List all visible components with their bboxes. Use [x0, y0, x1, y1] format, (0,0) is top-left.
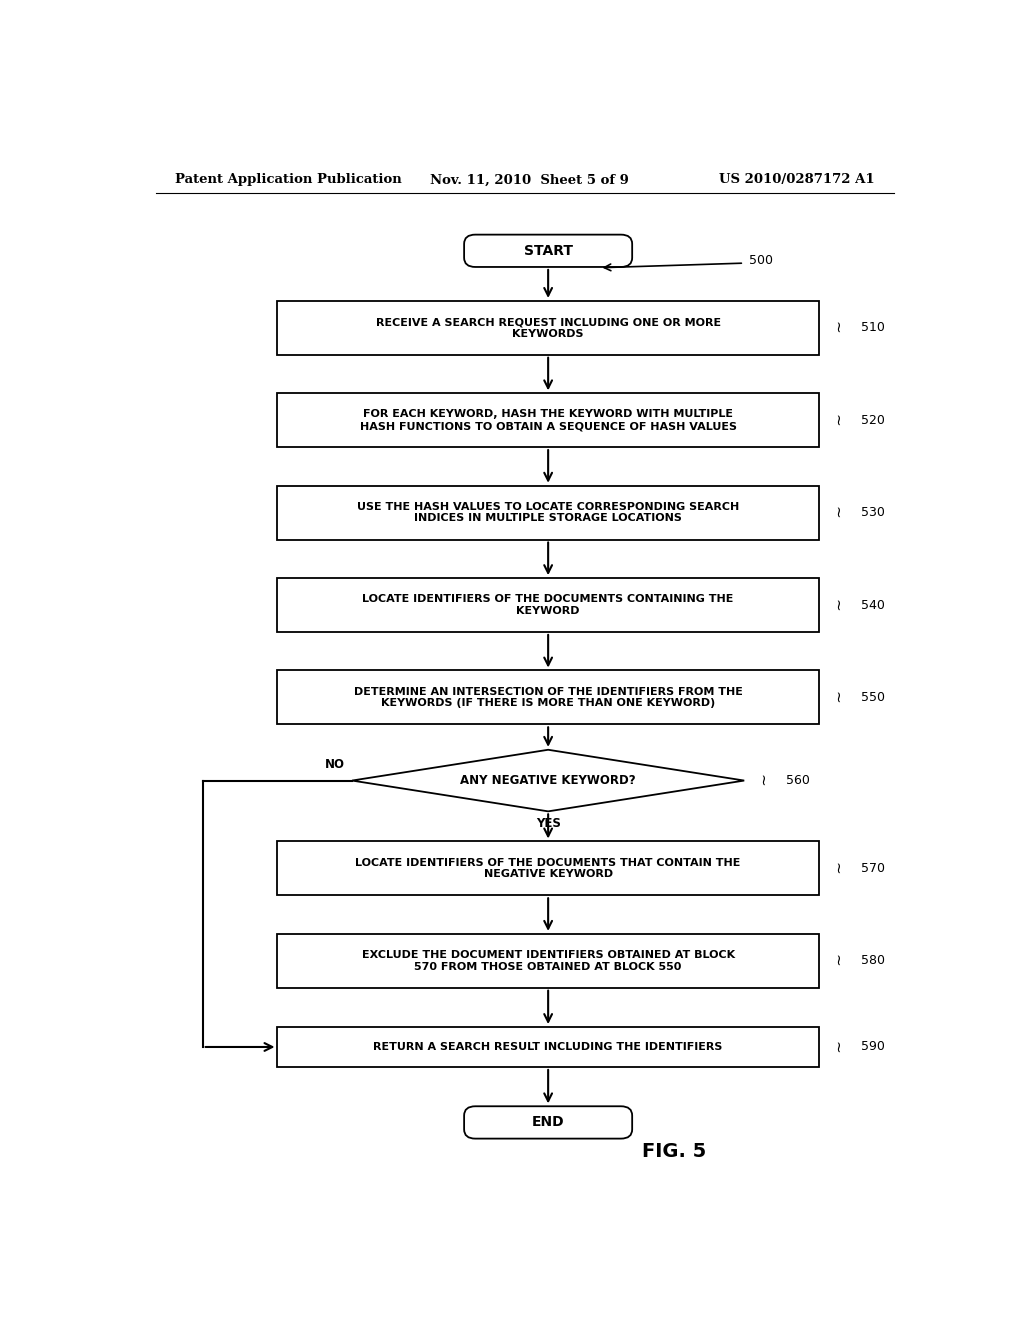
- FancyBboxPatch shape: [464, 1106, 632, 1139]
- Text: ∼: ∼: [828, 692, 843, 704]
- Text: ∼: ∼: [828, 322, 843, 334]
- Text: EXCLUDE THE DOCUMENT IDENTIFIERS OBTAINED AT BLOCK
570 FROM THOSE OBTAINED AT BL: EXCLUDE THE DOCUMENT IDENTIFIERS OBTAINE…: [361, 950, 734, 972]
- Text: NO: NO: [325, 758, 345, 771]
- Text: USE THE HASH VALUES TO LOCATE CORRESPONDING SEARCH
INDICES IN MULTIPLE STORAGE L: USE THE HASH VALUES TO LOCATE CORRESPOND…: [357, 502, 739, 524]
- Text: 530: 530: [861, 506, 885, 519]
- Text: ∼: ∼: [754, 775, 769, 787]
- Text: 500: 500: [749, 253, 773, 267]
- Text: RECEIVE A SEARCH REQUEST INCLUDING ONE OR MORE
KEYWORDS: RECEIVE A SEARCH REQUEST INCLUDING ONE O…: [376, 317, 721, 339]
- Polygon shape: [352, 750, 744, 812]
- Text: RETURN A SEARCH RESULT INCLUDING THE IDENTIFIERS: RETURN A SEARCH RESULT INCLUDING THE IDE…: [374, 1041, 723, 1052]
- Text: 550: 550: [861, 690, 885, 704]
- Text: FIG. 5: FIG. 5: [641, 1142, 706, 1162]
- Bar: [278, 841, 819, 895]
- Text: ∼: ∼: [828, 1040, 843, 1053]
- FancyBboxPatch shape: [464, 235, 632, 267]
- Text: 520: 520: [861, 413, 885, 426]
- Text: ∼: ∼: [828, 414, 843, 426]
- Text: 590: 590: [861, 1040, 885, 1053]
- Text: START: START: [523, 244, 572, 257]
- Text: ∼: ∼: [828, 862, 843, 875]
- Bar: [278, 301, 819, 355]
- Text: 570: 570: [861, 862, 885, 875]
- Text: ∼: ∼: [828, 954, 843, 968]
- Bar: [278, 1027, 819, 1067]
- Text: US 2010/0287172 A1: US 2010/0287172 A1: [719, 173, 874, 186]
- Text: 510: 510: [861, 321, 885, 334]
- Text: 540: 540: [861, 598, 885, 611]
- Text: 560: 560: [786, 774, 810, 787]
- Text: FOR EACH KEYWORD, HASH THE KEYWORD WITH MULTIPLE
HASH FUNCTIONS TO OBTAIN A SEQU: FOR EACH KEYWORD, HASH THE KEYWORD WITH …: [359, 409, 736, 432]
- Text: ∼: ∼: [828, 507, 843, 519]
- Text: Nov. 11, 2010  Sheet 5 of 9: Nov. 11, 2010 Sheet 5 of 9: [430, 173, 629, 186]
- Text: LOCATE IDENTIFIERS OF THE DOCUMENTS CONTAINING THE
KEYWORD: LOCATE IDENTIFIERS OF THE DOCUMENTS CONT…: [362, 594, 734, 616]
- Text: Patent Application Publication: Patent Application Publication: [175, 173, 401, 186]
- Bar: [278, 578, 819, 632]
- Bar: [278, 671, 819, 725]
- Text: END: END: [531, 1115, 564, 1130]
- Text: YES: YES: [536, 817, 560, 830]
- Bar: [278, 393, 819, 447]
- Text: ANY NEGATIVE KEYWORD?: ANY NEGATIVE KEYWORD?: [461, 774, 636, 787]
- Text: 580: 580: [861, 954, 885, 968]
- Text: DETERMINE AN INTERSECTION OF THE IDENTIFIERS FROM THE
KEYWORDS (IF THERE IS MORE: DETERMINE AN INTERSECTION OF THE IDENTIF…: [353, 686, 742, 709]
- Bar: [278, 933, 819, 987]
- Text: LOCATE IDENTIFIERS OF THE DOCUMENTS THAT CONTAIN THE
NEGATIVE KEYWORD: LOCATE IDENTIFIERS OF THE DOCUMENTS THAT…: [355, 858, 740, 879]
- Bar: [278, 486, 819, 540]
- Text: ∼: ∼: [828, 599, 843, 611]
